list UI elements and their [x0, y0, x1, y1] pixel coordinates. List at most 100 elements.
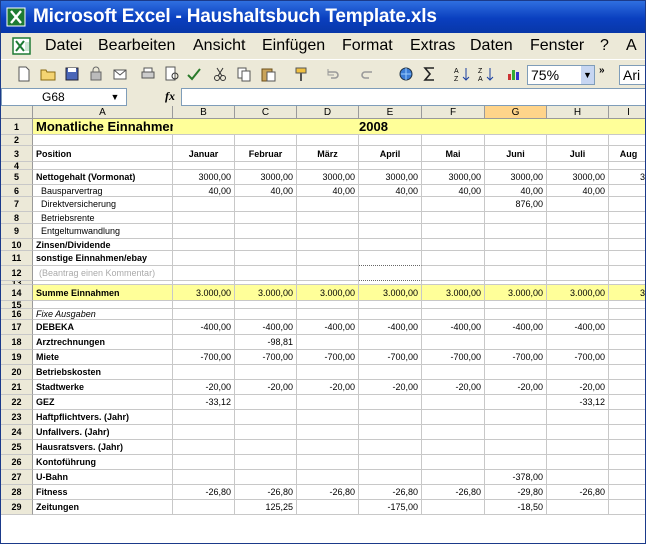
cell-d29[interactable]	[297, 500, 359, 515]
cell-i5[interactable]: 3	[609, 170, 645, 185]
cell-i11[interactable]	[609, 251, 645, 266]
row-header-17[interactable]: 17	[1, 320, 33, 335]
cell-g1[interactable]	[485, 119, 547, 135]
cell-a13[interactable]	[33, 281, 173, 285]
cell-b28[interactable]: -26,80	[173, 485, 235, 500]
cell-c29[interactable]: 125,25	[235, 500, 297, 515]
cell-d26[interactable]	[297, 455, 359, 470]
cell-a16[interactable]: Fixe Ausgaben	[33, 309, 173, 320]
cell-g27[interactable]: -378,00	[485, 470, 547, 485]
cell-d2[interactable]	[297, 135, 359, 146]
title-bar[interactable]: Microsoft Excel - Haushaltsbuch Template…	[1, 1, 645, 33]
cell-b21[interactable]: -20,00	[173, 380, 235, 395]
cell-a11[interactable]: sonstige Einnahmen/ebay	[33, 251, 173, 266]
cell-h2[interactable]	[547, 135, 609, 146]
cell-c9[interactable]	[235, 224, 297, 239]
cell-d19[interactable]: -700,00	[297, 350, 359, 365]
row-header-25[interactable]: 25	[1, 440, 33, 455]
row-header-19[interactable]: 19	[1, 350, 33, 365]
cell-h27[interactable]	[547, 470, 609, 485]
new-icon[interactable]	[15, 65, 33, 83]
cell-a5[interactable]: Nettogehalt (Vormonat)	[33, 170, 173, 185]
cell-g28[interactable]: -29,80	[485, 485, 547, 500]
cell-a1[interactable]: Monatliche Einnahmen und Ausgaben	[33, 119, 271, 135]
row-header-5[interactable]: 5	[1, 170, 33, 185]
row-header-24[interactable]: 24	[1, 425, 33, 440]
cell-h28[interactable]: -26,80	[547, 485, 609, 500]
cell-a27[interactable]: U-Bahn	[33, 470, 173, 485]
zoom-combobox[interactable]: 75% ▼	[527, 65, 595, 85]
cell-a6[interactable]: Bausparvertrag	[33, 185, 173, 197]
cut-icon[interactable]	[211, 65, 229, 83]
cell-i17[interactable]	[609, 320, 645, 335]
cell-d3[interactable]: März	[297, 146, 359, 162]
cell-i28[interactable]	[609, 485, 645, 500]
cell-b18[interactable]	[173, 335, 235, 350]
cell-f20[interactable]	[422, 365, 485, 380]
cell-a7[interactable]: Direktversicherung	[33, 197, 173, 212]
cell-e4[interactable]	[359, 162, 422, 170]
cell-f19[interactable]: -700,00	[422, 350, 485, 365]
worksheet-grid[interactable]: A B C D E F G H I 1 Monatliche Einnahmen und Ausga…	[1, 106, 645, 543]
cell-d9[interactable]	[297, 224, 359, 239]
menu-truncated[interactable]: A	[626, 37, 637, 54]
cell-a24[interactable]: Unfallvers. (Jahr)	[33, 425, 173, 440]
cell-b10[interactable]	[173, 239, 235, 251]
cell-c4[interactable]	[235, 162, 297, 170]
column-header-a[interactable]: A	[33, 106, 173, 119]
cell-h14[interactable]: 3.000,00	[547, 285, 609, 301]
cell-e27[interactable]	[359, 470, 422, 485]
cell-d15[interactable]	[297, 301, 359, 309]
cell-h9[interactable]	[547, 224, 609, 239]
cell-d16[interactable]	[297, 309, 359, 320]
cell-f27[interactable]	[422, 470, 485, 485]
cell-h23[interactable]	[547, 410, 609, 425]
cell-b26[interactable]	[173, 455, 235, 470]
paste-icon[interactable]	[259, 65, 277, 83]
row-header-28[interactable]: 28	[1, 485, 33, 500]
cell-d20[interactable]	[297, 365, 359, 380]
row-header-27[interactable]: 27	[1, 470, 33, 485]
cell-a4[interactable]	[33, 162, 173, 170]
cell-h10[interactable]	[547, 239, 609, 251]
cell-f23[interactable]	[422, 410, 485, 425]
cell-i8[interactable]	[609, 212, 645, 224]
cell-g5[interactable]: 3000,00	[485, 170, 547, 185]
cell-d24[interactable]	[297, 425, 359, 440]
cell-c11[interactable]	[235, 251, 297, 266]
cell-e22[interactable]	[359, 395, 422, 410]
cell-c13[interactable]	[235, 281, 297, 285]
row-header-15[interactable]: 15	[1, 301, 33, 309]
cell-f24[interactable]	[422, 425, 485, 440]
formula-input[interactable]	[181, 88, 645, 106]
cell-d28[interactable]: -26,80	[297, 485, 359, 500]
cell-e21[interactable]: -20,00	[359, 380, 422, 395]
chart-wizard-icon[interactable]	[505, 65, 523, 83]
cell-a15[interactable]	[33, 301, 173, 309]
cell-b15[interactable]	[173, 301, 235, 309]
row-header-6[interactable]: 6	[1, 185, 33, 197]
cell-d11[interactable]	[297, 251, 359, 266]
cell-h20[interactable]	[547, 365, 609, 380]
cell-b29[interactable]	[173, 500, 235, 515]
email-icon[interactable]	[111, 65, 129, 83]
cell-c17[interactable]: -400,00	[235, 320, 297, 335]
cell-b2[interactable]	[173, 135, 235, 146]
cell-g9[interactable]	[485, 224, 547, 239]
cell-f13[interactable]	[422, 281, 485, 285]
row-header-11[interactable]: 11	[1, 251, 33, 266]
cell-i25[interactable]	[609, 440, 645, 455]
cell-d6[interactable]: 40,00	[297, 185, 359, 197]
select-all-corner[interactable]	[1, 106, 33, 119]
cell-f7[interactable]	[422, 197, 485, 212]
cell-e14[interactable]: 3.000,00	[359, 285, 422, 301]
cell-b17[interactable]: -400,00	[173, 320, 235, 335]
cell-h15[interactable]	[547, 301, 609, 309]
cell-b6[interactable]: 40,00	[173, 185, 235, 197]
cell-a9[interactable]: Entgeltumwandlung	[33, 224, 173, 239]
cell-a8[interactable]: Betriebsrente	[33, 212, 173, 224]
cell-f5[interactable]: 3000,00	[422, 170, 485, 185]
cell-e20[interactable]	[359, 365, 422, 380]
cell-f15[interactable]	[422, 301, 485, 309]
menu-daten[interactable]: Daten	[470, 37, 513, 54]
